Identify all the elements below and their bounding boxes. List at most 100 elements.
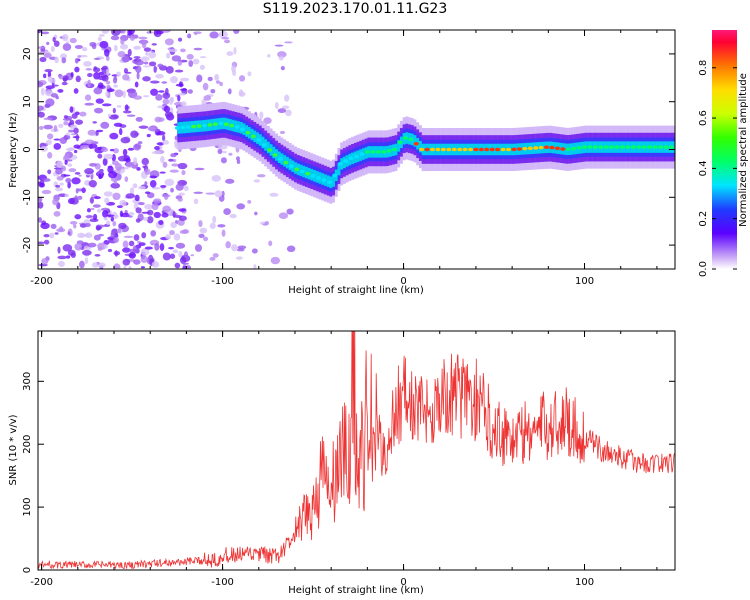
page-title: S119.2023.170.01.11.G23 (262, 1, 448, 17)
spectrogram-ridge-peak (299, 169, 305, 174)
spectrogram-noise-blob (172, 210, 176, 218)
spectrogram-noise-blob (150, 230, 157, 237)
spectrogram-noise-blob (106, 220, 111, 226)
spectrogram-noise-blob (151, 186, 161, 190)
spectrogram-noise-blob (84, 102, 95, 106)
spectrogram-noise-blob (57, 246, 61, 254)
spectrogram-noise-blob (85, 67, 93, 71)
spectrogram-ridge-peak (180, 125, 186, 130)
spectrogram-noise-blob (111, 153, 116, 162)
spectrogram-ridge-peak (435, 147, 441, 152)
spectrogram-noise-blob (75, 75, 81, 83)
spectrogram-noise-blob (217, 148, 223, 155)
spectrogram-noise-blob (158, 220, 164, 226)
spectrogram-noise-blob (164, 38, 174, 46)
spectrogram-ridge-cell (413, 135, 417, 147)
spectrogram-noise-blob (87, 129, 97, 136)
spectrogram-ridge-peak (337, 162, 343, 166)
spectrogram-noise-blob (119, 155, 125, 161)
spectrogram-ridge-peak (462, 147, 468, 152)
spectrogram-noise-blob (178, 192, 185, 196)
spectrogram-noise-blob (50, 223, 57, 229)
spectrogram-noise-blob (128, 30, 135, 35)
spectrogram-noise-blob (82, 249, 92, 256)
spectrogram-noise-blob (124, 71, 132, 74)
spectrogram-noise-blob (182, 262, 190, 265)
spectrogram-noise-blob (117, 50, 126, 58)
spectrogram-noise-blob (59, 53, 68, 59)
spectrogram-noise-blob (77, 55, 82, 58)
spectrogram-noise-blob (143, 61, 149, 65)
spectrogram-noise-blob (199, 56, 207, 59)
spectrogram-noise-blob (38, 217, 43, 223)
spectrogram-noise-blob (284, 94, 290, 102)
spectrogram-noise-blob (68, 129, 75, 133)
spectrogram-noise-blob (144, 191, 151, 195)
spectrogram-noise-blob (237, 245, 247, 250)
spectrogram-ridge-peak (419, 147, 425, 152)
spectrogram-noise-blob (151, 151, 162, 155)
spectrogram-noise-blob (95, 98, 104, 104)
spectrogram-noise-blob (157, 63, 164, 68)
spectrogram-noise-blob (58, 123, 64, 128)
spectrogram-noise-blob (136, 71, 140, 80)
spectrogram-noise-blob (61, 33, 69, 42)
spectrogram-noise-blob (83, 60, 92, 67)
spectrogram-noise-blob (70, 72, 74, 78)
spectrogram-ridge-peak (326, 180, 332, 185)
spectrogram-noise-blob (256, 174, 266, 178)
spectrogram-noise-blob (47, 76, 53, 83)
spectrogram-noise-blob (138, 125, 149, 129)
spectrogram-noise-blob (253, 179, 261, 183)
spectrogram-noise-blob (221, 37, 230, 40)
spectrogram-noise-blob (74, 66, 80, 73)
spectrogram-noise-blob (81, 46, 88, 52)
spectrogram-ridge-peak (544, 145, 550, 150)
spectrogram-noise-blob (111, 160, 119, 166)
spectrogram-ridge-peak (647, 145, 653, 149)
colorbar-ticks: 0.0 0.2 0.4 0.6 0.8 (698, 60, 737, 277)
spectrogram-ridge-peak (218, 121, 224, 126)
spectrogram-noise-blob (161, 134, 166, 142)
spectrogram-noise-blob (269, 192, 279, 197)
spectrogram-noise-blob (104, 49, 110, 57)
spectrogram-noise-blob (54, 232, 59, 235)
spectrogram-noise-blob (222, 150, 227, 154)
spectrogram-noise-blob (101, 103, 112, 107)
spectrogram-ridge-peak (636, 145, 642, 149)
spectrogram-noise-blob (56, 175, 64, 181)
spectrogram-noise-blob (45, 98, 55, 107)
spectrogram-ridge-peak (294, 167, 300, 172)
spectrogram-noise-blob (125, 193, 136, 199)
spectrogram-noise-blob (174, 262, 181, 269)
spectrogram-noise-blob (196, 74, 203, 83)
spectrogram-noise-blob (160, 185, 167, 188)
spectrogram-noise-blob (38, 111, 45, 118)
spectrogram-noise-blob (89, 41, 97, 47)
spectrogram-noise-blob (40, 87, 45, 96)
spectrogram-ridge-cell (418, 140, 422, 153)
snr-ticks: -200 -100 0 100 0 100 200 300 (22, 331, 675, 588)
spectrogram-noise-blob (274, 44, 284, 47)
spectrogram-noise-blob (121, 55, 131, 63)
spectrogram-noise-blob (181, 169, 186, 176)
spectrogram-noise-blob (128, 212, 135, 216)
spectrogram-noise-blob (156, 142, 165, 146)
snr-line (38, 331, 675, 570)
spectrogram-ytick-label: 0 (22, 146, 33, 152)
spectrogram-ridge-peak (261, 143, 267, 147)
spectrogram-noise-blob (142, 76, 151, 82)
spectrogram-noise-blob (77, 232, 86, 239)
spectrogram-noise-blob (98, 71, 104, 76)
colorbar: 0.0 0.2 0.4 0.6 0.8 Normalized spectral ampl… (698, 30, 749, 277)
colorbar-tick-label: 0.0 (698, 261, 709, 277)
spectrogram-noise-blob (214, 190, 223, 198)
spectrogram-noise-blob (116, 71, 121, 77)
spectrogram-noise-blob (122, 240, 129, 249)
spectrogram-noise-blob (140, 255, 148, 263)
spectrogram-noise-blob (170, 153, 177, 158)
spectrogram-noise-blob (209, 256, 216, 261)
spectrogram-noise-blob (133, 259, 141, 265)
spectrogram-ytick-label: -20 (22, 237, 33, 253)
spectrogram-noise-blob (194, 244, 203, 252)
